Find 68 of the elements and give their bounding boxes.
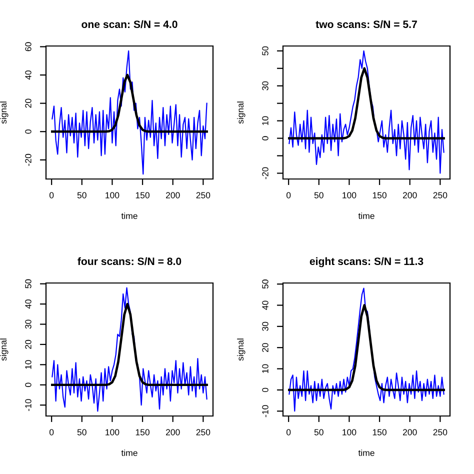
x-tick-label: 0 <box>286 192 291 198</box>
line-series <box>51 302 208 386</box>
line-series <box>288 67 445 140</box>
x-tick-label: 150 <box>136 429 150 436</box>
x-tick-label: 250 <box>433 429 448 436</box>
x-tick-label: 200 <box>166 429 180 436</box>
x-tick-label: 200 <box>166 192 180 198</box>
y-tick-label: 10 <box>262 364 268 373</box>
x-tick-label: 100 <box>106 429 120 436</box>
x-tick-label: 150 <box>372 192 386 198</box>
y-tick-label: 0 <box>262 136 268 140</box>
x-axis-title: time <box>121 212 138 219</box>
y-axis-title: signal <box>237 338 246 361</box>
y-tick-label: 50 <box>25 279 32 288</box>
y-tick-label: 30 <box>25 320 32 329</box>
x-tick-label: 50 <box>314 429 324 436</box>
y-tick-label: 30 <box>262 81 268 90</box>
y-tick-label: 0 <box>25 382 32 387</box>
y-tick-label: 20 <box>25 98 32 108</box>
y-tick-label: 0 <box>25 130 32 134</box>
x-tick-label: 0 <box>49 429 54 436</box>
x-tick-label: 100 <box>342 429 356 436</box>
x-tick-label: 200 <box>403 429 417 436</box>
x-tick-label: 50 <box>77 192 86 198</box>
x-tick-label: 50 <box>77 429 86 436</box>
chart-title: eight scans: S/N = 11.3 <box>310 257 424 268</box>
y-tick-label: 10 <box>25 360 32 369</box>
chart-title: four scans: S/N = 8.0 <box>78 257 182 266</box>
x-axis-title: time <box>358 212 374 219</box>
x-tick-label: 150 <box>372 429 386 436</box>
line-series <box>52 50 208 175</box>
x-tick-label: 50 <box>314 192 324 198</box>
y-axis-title: signal <box>237 102 246 124</box>
line-series <box>288 288 444 412</box>
y-tick-label: 30 <box>262 322 268 331</box>
x-tick-label: 250 <box>433 192 448 198</box>
y-axis-title: signal <box>0 338 8 361</box>
y-tick-label: 50 <box>262 46 268 56</box>
x-tick-label: 100 <box>342 192 356 198</box>
line-series <box>288 304 445 392</box>
y-tick-label: -10 <box>262 405 268 418</box>
y-tick-label: 20 <box>262 343 268 352</box>
x-tick-label: 250 <box>196 429 210 436</box>
y-axis-title: signal <box>0 102 8 124</box>
line-series <box>288 50 444 174</box>
chart-title: one scan: S/N = 4.0 <box>82 20 178 28</box>
x-axis-title: time <box>121 450 138 456</box>
line-series <box>52 287 208 412</box>
y-tick-label: -20 <box>25 154 32 166</box>
y-tick-label: 40 <box>262 300 268 310</box>
y-tick-label: 40 <box>25 299 32 309</box>
y-tick-label: 50 <box>262 280 268 289</box>
y-tick-label: 0 <box>262 388 268 392</box>
y-tick-label: 40 <box>25 70 32 80</box>
chart-title: two scans: S/N = 5.7 <box>316 20 417 28</box>
y-tick-label: 10 <box>262 116 268 125</box>
y-tick-label: -20 <box>262 167 268 180</box>
line-series <box>51 74 208 133</box>
x-tick-label: 100 <box>106 192 120 198</box>
y-tick-label: 20 <box>25 340 32 349</box>
x-tick-label: 150 <box>136 192 150 198</box>
y-tick-label: 60 <box>25 42 32 52</box>
x-tick-label: 200 <box>403 192 417 198</box>
x-tick-label: 0 <box>286 429 291 436</box>
x-tick-label: 0 <box>49 192 54 198</box>
y-tick-label: -10 <box>25 399 32 412</box>
x-tick-label: 250 <box>196 192 210 198</box>
x-axis-title: time <box>358 450 374 456</box>
